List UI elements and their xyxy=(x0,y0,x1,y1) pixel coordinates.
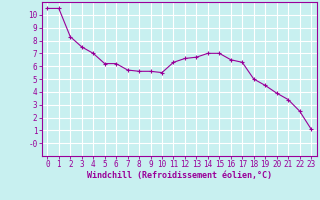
X-axis label: Windchill (Refroidissement éolien,°C): Windchill (Refroidissement éolien,°C) xyxy=(87,171,272,180)
